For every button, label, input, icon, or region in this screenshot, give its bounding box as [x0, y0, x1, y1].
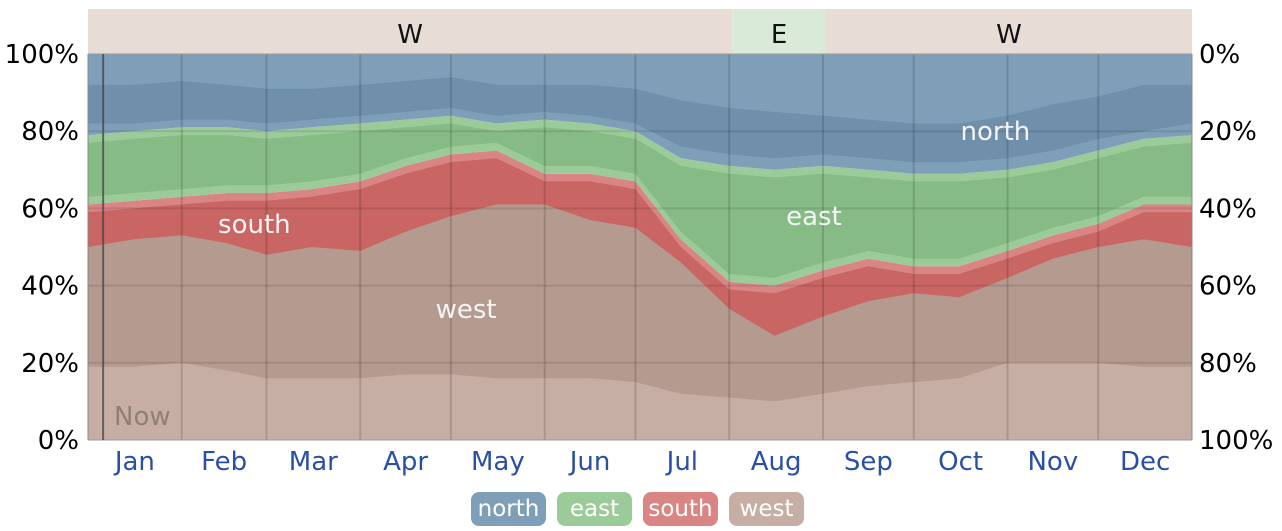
y-left-tick: 60% — [21, 194, 79, 224]
band-label-2: W — [996, 20, 1022, 50]
band-label-0: W — [397, 20, 423, 50]
month-label-mar: Mar — [289, 447, 338, 477]
now-marker: Now — [102, 54, 171, 440]
y-right-tick: 40% — [1199, 194, 1257, 224]
legend-north: north — [471, 492, 546, 526]
area-south-core — [88, 158, 1192, 336]
legend: north east south west — [471, 492, 804, 526]
legend-east: east — [557, 492, 632, 526]
month-label-feb: Feb — [201, 447, 247, 477]
month-label-oct: Oct — [938, 447, 983, 477]
y-right-tick: 60% — [1199, 272, 1257, 302]
band-segment-1 — [732, 9, 827, 54]
now-label: Now — [114, 402, 171, 432]
y-left-tick: 0% — [38, 426, 79, 456]
y-left-tick: 100% — [5, 40, 79, 70]
area-north-core — [88, 77, 1192, 163]
gridlines — [88, 130, 1192, 364]
area-label-east: east — [786, 202, 842, 232]
legend-west: west — [729, 492, 804, 526]
y-left-tick: 40% — [21, 272, 79, 302]
stacked-areas — [88, 54, 1192, 440]
chart-svg: W E W north east south west 0% 20% 40% 60% 80% 100… — [5, 9, 1274, 477]
month-label-jun: Jun — [568, 447, 611, 477]
y-right-tick: 100% — [1199, 426, 1273, 456]
month-label-nov: Nov — [1027, 447, 1078, 477]
band-segment-0 — [88, 9, 733, 54]
month-label-dec: Dec — [1120, 447, 1170, 477]
y-left-tick: 80% — [21, 117, 79, 147]
axes: 0% 20% 40% 60% 80% 100% 100% 80% 60% 40% 20% 0% Jan F… — [5, 40, 1274, 477]
month-label-aug: Aug — [751, 447, 802, 477]
month-label-sep: Sep — [844, 447, 893, 477]
month-dividers — [180, 54, 1100, 440]
area-labels: north east south west — [218, 117, 1030, 325]
month-label-may: May — [471, 447, 525, 477]
band-segment-2 — [826, 9, 1192, 54]
area-label-west: west — [436, 295, 497, 325]
area-label-south: south — [218, 210, 291, 240]
legend-south: south — [643, 492, 718, 526]
y-right-tick: 0% — [1199, 40, 1240, 70]
area-east-core — [88, 123, 1192, 278]
month-label-jul: Jul — [665, 447, 698, 477]
area-label-north: north — [961, 117, 1031, 147]
band-label-1: E — [771, 20, 787, 50]
month-label-jan: Jan — [113, 447, 155, 477]
y-right-tick: 20% — [1199, 117, 1257, 147]
y-right-tick: 80% — [1199, 349, 1257, 379]
month-label-apr: Apr — [383, 447, 428, 477]
y-left-tick: 20% — [21, 349, 79, 379]
